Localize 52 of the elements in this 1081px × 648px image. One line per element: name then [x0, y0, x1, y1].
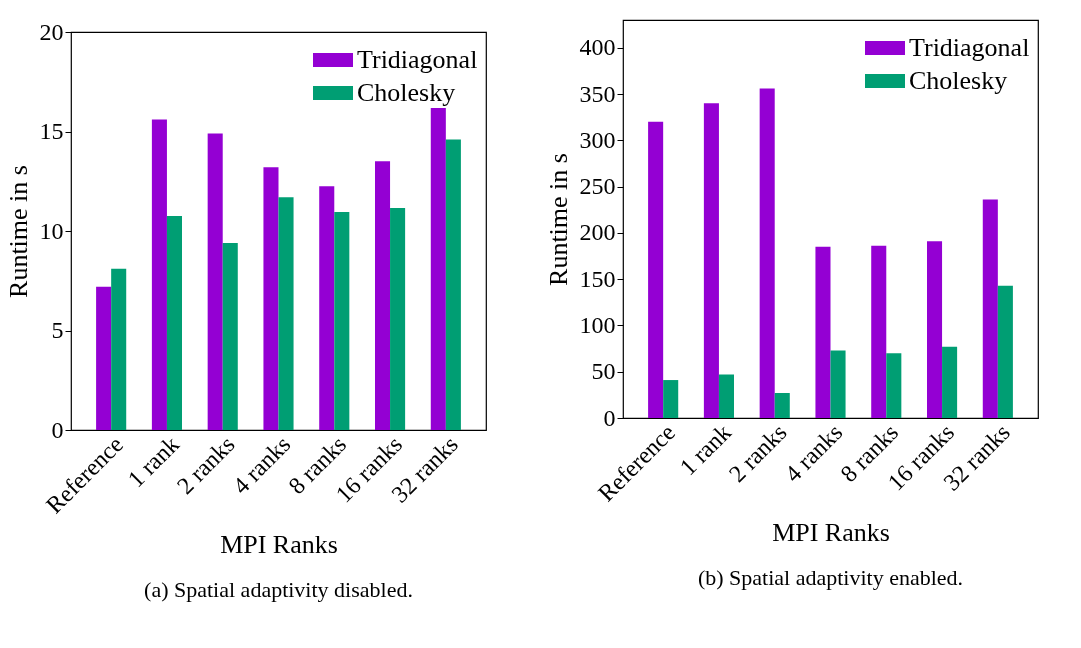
- text: (b) Spatial adaptivity enabled.: [697, 564, 964, 590]
- y-tick-label: 0: [603, 404, 616, 431]
- legend-label: Cholesky: [357, 78, 456, 107]
- bar: [278, 197, 294, 430]
- y-tick-label: 15: [39, 118, 64, 144]
- text: (a) Spatial adaptivity disabled.: [144, 576, 413, 602]
- y-axis-title: Runtime in s: [3, 165, 33, 298]
- legend-label: Tridiagonal: [357, 45, 478, 74]
- bar: [942, 346, 958, 418]
- bar: [263, 167, 279, 430]
- y-tick-label: 5: [51, 317, 64, 343]
- y-tick-label: 150: [579, 265, 616, 292]
- bar: [648, 121, 664, 418]
- bar: [96, 286, 112, 430]
- bar: [390, 208, 406, 430]
- y-tick-label: 100: [579, 311, 616, 338]
- y-tick-label: 250: [579, 173, 616, 200]
- y-tick-label: 400: [579, 34, 616, 61]
- bar: [927, 241, 943, 418]
- bar: [759, 88, 775, 418]
- bar: [222, 242, 238, 430]
- bar: [982, 199, 998, 418]
- y-tick-label: 50: [591, 358, 616, 385]
- y-tick-label: 350: [579, 80, 616, 107]
- bar: [334, 212, 350, 430]
- bar: [886, 353, 902, 418]
- bar: [663, 380, 679, 418]
- bar: [871, 245, 887, 418]
- y-axis-title: Runtime in s: [543, 153, 573, 286]
- bar: [151, 119, 167, 430]
- legend-label: Tridiagonal: [909, 33, 1030, 62]
- x-axis-title: MPI Ranks: [772, 518, 890, 548]
- bar: [997, 285, 1013, 418]
- y-tick-label: 10: [39, 217, 64, 244]
- bar: [166, 216, 182, 430]
- x-axis-title: MPI Ranks: [220, 530, 338, 560]
- bar: [375, 161, 391, 430]
- bar: [830, 350, 846, 418]
- y-tick-label: 200: [579, 219, 616, 246]
- bar: [319, 186, 335, 430]
- y-tick-label: 0: [51, 416, 64, 443]
- bar: [111, 268, 127, 430]
- legend-label: Cholesky: [909, 66, 1008, 95]
- bar: [703, 103, 719, 418]
- y-tick-label: 300: [579, 126, 616, 153]
- bar: [718, 374, 734, 418]
- bar: [445, 139, 461, 430]
- bar: [815, 246, 831, 418]
- bar: [774, 393, 790, 418]
- bar: [430, 105, 446, 430]
- y-tick-label: 20: [39, 18, 64, 45]
- bar: [207, 133, 223, 430]
